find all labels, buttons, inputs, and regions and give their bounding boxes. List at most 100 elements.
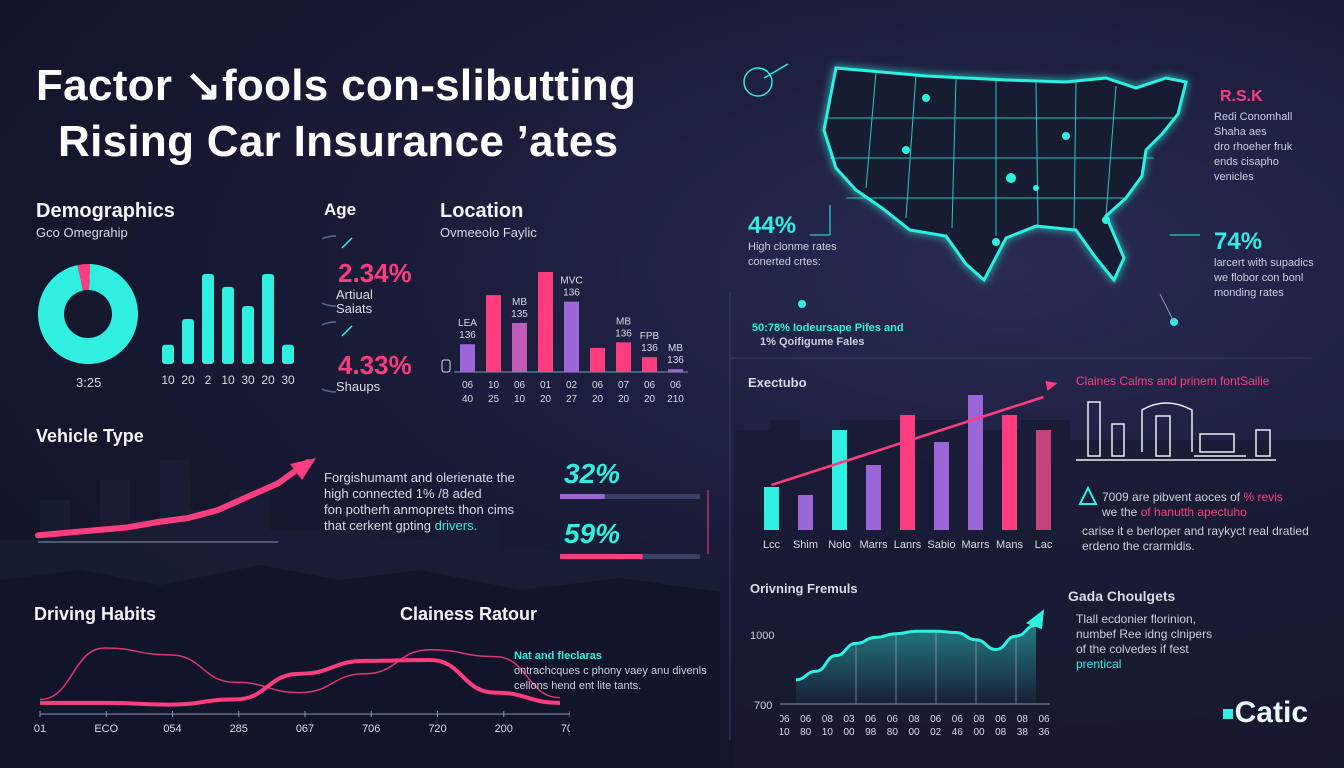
map-top-line: ends cisapho [1214,156,1279,168]
x-tick-label: 06 [1038,714,1050,725]
x-tick-label: 10 [221,373,235,387]
x-tick-sublabel: 10 [822,727,834,738]
x-tick-sublabel: 20 [644,394,656,405]
claims-text: 7009 are pibvent aoces of % revis we the… [1102,490,1312,520]
challenges-heading: Gada Choulgets [1068,588,1176,604]
x-tick-sublabel: 20 [618,394,630,405]
trend-line [35,459,311,539]
bar-top-label: MB [512,297,527,308]
bar [668,369,683,372]
progress-fill [560,554,643,559]
x-tick-sublabel: 02 [930,727,942,738]
x-tick-label: 06 [780,714,790,725]
bar [262,274,274,364]
demographics-donut-chart [37,264,138,364]
x-tick-label: 01 [540,380,552,391]
claims-devices-icon [1076,401,1276,461]
bar [798,495,813,530]
map-right-line: we flobor con bonl [1214,272,1304,284]
bar [564,301,579,372]
bar [242,306,254,364]
x-tick-sublabel: 25 [488,394,500,405]
premiums-heading: Orivning Fremuls [750,581,858,596]
bar-top-label: 136 [615,328,632,339]
phone-icon [441,359,451,373]
x-tick-label: 06 [865,714,877,725]
premiums-y-bottom: 700 [754,700,773,712]
progress-track [560,494,700,499]
driving-note-line: ontrachcques c phony vaey anu divenls [514,665,707,677]
bar [486,295,501,372]
bar-top-label: MVC [560,276,582,287]
x-tick-label: Lcc [763,539,781,551]
series-line [39,647,561,701]
age-heading: Age [324,200,357,219]
bar [512,322,527,372]
x-tick-label: Mans [996,539,1023,551]
challenges-line: of the colvedes if fest [1076,642,1189,656]
driving-note-heading: Nat and fleclaras [514,650,603,662]
claims-text-line: 7009 are pibvent aoces of % revis [1102,490,1283,504]
bar [616,342,631,372]
vehicle-pct-2: 59% [564,518,621,549]
x-tick-label: 20 [181,373,195,387]
map-top-line: Shaha aes [1214,126,1267,138]
donut-caption: 3:25 [76,375,102,390]
driving-note: ontrachcques c phony vaey anu divenls ce… [514,664,707,694]
bar [934,442,949,530]
x-tick-label: 30 [241,373,255,387]
map-bottom-line-1: 50:78% Iodeursape Pifes and [752,322,904,334]
x-tick-sublabel: 40 [462,394,474,405]
bar [460,344,475,372]
bar-top-label: LEA [458,318,477,329]
vehicle-text-line: that cerkent gpting drivers. [324,518,478,533]
x-tick-label: ECO [94,723,118,735]
demographics-heading: Demographics [36,200,175,222]
brand-logo: Catic [1222,696,1308,730]
challenges-line: Tlall ecdonier florinion, [1076,612,1197,626]
bar-top-label: MB [616,316,631,327]
x-tick-label: 03 [843,714,855,725]
x-tick-label: 067 [296,723,314,735]
x-tick-label: 30 [281,373,295,387]
x-tick-label: Marrs [859,539,888,551]
map-right-line: larcert with supadics [1214,257,1314,269]
map-right-line: monding rates [1214,287,1284,299]
location-bar-chart: LEA13606401025MB13506100120MVC1360227062… [441,272,688,405]
area-arrowhead [1026,609,1044,630]
vehicle-trend-chart [35,458,316,543]
driving-note-line: cellons hend ent lite tants. [514,680,642,692]
bar [764,487,779,530]
bar-top-label: 136 [667,355,684,366]
bar-top-label: MB [668,343,683,354]
x-tick-label: 08 [1017,714,1029,725]
vehicle-text-line: high connected 1% /8 aded [324,486,482,501]
challenges-highlight: prentical [1076,657,1122,671]
x-tick-label: 06 [930,714,942,725]
map-top-line: dro rhoeher fruk [1214,141,1293,153]
trend-line [771,395,1044,487]
x-tick-label: 10 [488,380,500,391]
bar-top-label: FPB [640,331,660,342]
bar [282,344,294,364]
claims-text-line: erdeno the crarmidis. [1082,539,1195,553]
bar [866,465,881,530]
age-stat-2-value: 4.33% [338,350,412,380]
bar [202,274,214,364]
age-bracket-icon [322,235,353,393]
age-stat-1-line-2: Saiats [336,301,373,316]
map-right-pct: 74% [1214,228,1263,255]
x-tick-sublabel: 08 [995,727,1007,738]
map-left-line: High clonme rates [748,241,837,253]
x-tick-sublabel: 00 [908,727,920,738]
x-tick-sublabel: 80 [800,727,812,738]
x-tick-label: Shim [793,539,818,551]
age-stat-2-label: Shaups [336,379,381,394]
vehicle-heading: Vehicle Type [36,426,144,446]
bar-top-label: 135 [511,309,528,320]
age-stat-1-value: 2.34% [338,258,412,288]
x-tick-label: 285 [230,723,248,735]
x-tick-sublabel: 80 [887,727,899,738]
map-top-line: Redi Conomhall [1214,111,1293,123]
